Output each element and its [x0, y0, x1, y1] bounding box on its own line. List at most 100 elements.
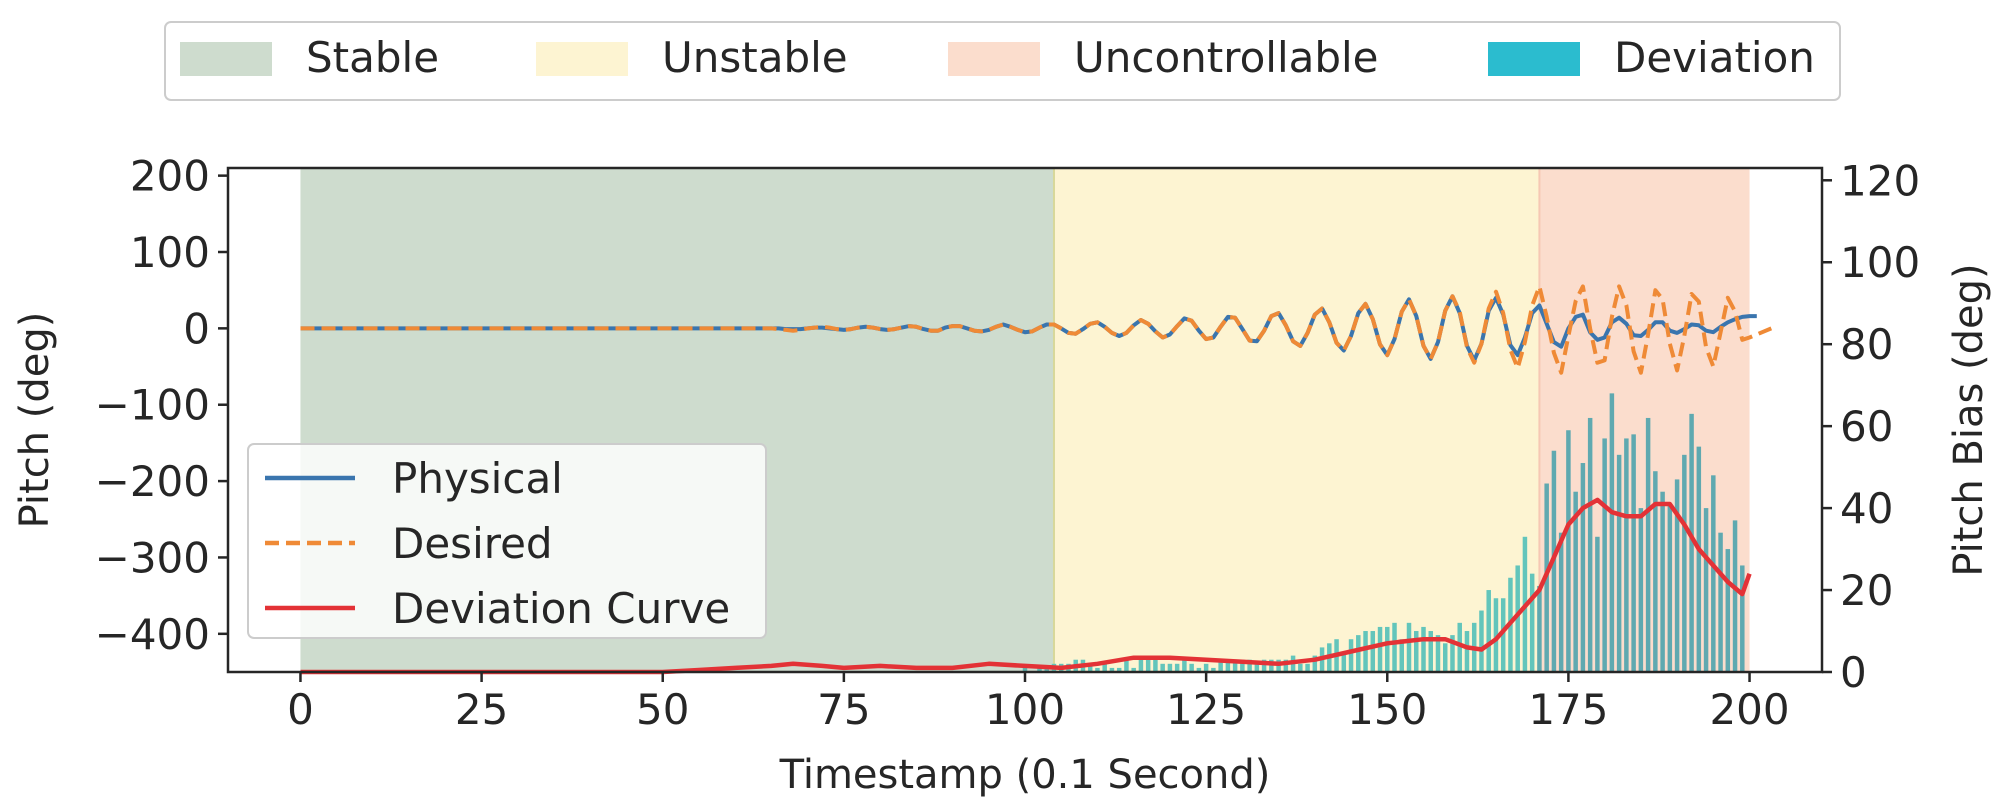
- deviation-bar: [1442, 643, 1448, 672]
- deviation-bar: [1044, 667, 1049, 672]
- series-desired-line: [300, 284, 1773, 375]
- deviation-bar: [1689, 413, 1694, 672]
- x-axis: 0 25 50 75 100 125 150 175 200: [287, 672, 1790, 734]
- deviation-bar: [1305, 663, 1310, 672]
- deviation-bar: [1703, 508, 1709, 672]
- deviation-curve-line: [300, 497, 1752, 675]
- y-axis-right: 0 20 40 60 80 100 120: [1822, 156, 1920, 697]
- deviation-bar: [1138, 655, 1144, 672]
- deviation-bar: [1116, 667, 1122, 672]
- legend-label: Desired: [392, 519, 553, 568]
- deviation-bar: [1660, 491, 1665, 672]
- legend-swatch-2: [948, 42, 1040, 76]
- y-tick-label: 100: [130, 228, 210, 277]
- deviation-bar: [1580, 463, 1586, 672]
- deviation-curve-layer: [300, 497, 1752, 675]
- deviation-bar: [1493, 598, 1499, 672]
- x-tick-label: 50: [636, 685, 689, 734]
- legend-label: Deviation Curve: [392, 584, 730, 633]
- deviation-bar: [1624, 438, 1629, 672]
- deviation-bar: [1428, 631, 1433, 672]
- deviation-bar: [1406, 622, 1412, 672]
- deviation-bar: [1225, 659, 1231, 672]
- deviation-bar: [1573, 491, 1578, 672]
- deviation-bar: [1421, 626, 1426, 672]
- x-tick-label: 200: [1709, 685, 1789, 734]
- deviation-bar: [1566, 430, 1571, 672]
- deviation-bar: [1153, 659, 1158, 672]
- deviation-bar: [1261, 659, 1267, 672]
- deviation-bar: [1486, 590, 1491, 672]
- deviation-bar: [1385, 626, 1390, 672]
- deviation-bar: [1087, 663, 1093, 672]
- deviation-bar: [1160, 663, 1165, 672]
- y2-tick-label: 0: [1840, 648, 1867, 697]
- deviation-bar: [1348, 639, 1354, 672]
- y-axis-label-left: Pitch (deg): [12, 312, 58, 529]
- deviation-bar: [1022, 667, 1028, 672]
- deviation-bar: [1196, 667, 1202, 672]
- deviation-bar: [1674, 479, 1680, 672]
- pitch-lines: [300, 284, 1773, 375]
- deviation-bar: [1124, 659, 1129, 672]
- y-tick-label: 200: [130, 152, 210, 201]
- deviation-bar: [1450, 635, 1455, 672]
- x-tick-label: 25: [455, 685, 508, 734]
- y2-tick-label: 120: [1840, 156, 1920, 205]
- deviation-bar: [1515, 565, 1520, 672]
- deviation-bar: [1247, 659, 1252, 672]
- x-tick-label: 125: [1166, 685, 1246, 734]
- deviation-bar: [1653, 471, 1658, 672]
- x-tick-label: 100: [985, 685, 1065, 734]
- deviation-bar: [1131, 667, 1136, 672]
- deviation-bar: [1645, 417, 1651, 672]
- deviation-bar: [1232, 659, 1238, 672]
- y-axis-label-right: Pitch Bias (deg): [1946, 263, 1992, 576]
- y-tick-label: 0: [183, 304, 210, 353]
- deviation-bar: [1682, 454, 1687, 672]
- deviation-bar: [1399, 639, 1405, 672]
- x-axis-label: Timestamp (0.1 Second): [779, 752, 1271, 798]
- deviation-bar: [1479, 610, 1484, 672]
- deviation-bar: [1537, 585, 1542, 672]
- legend-label: Unstable: [662, 33, 848, 82]
- y-axis-left: 200 100 0 −100 −200 −300 −400: [95, 152, 228, 659]
- deviation-bar: [1500, 598, 1506, 672]
- deviation-bar: [1602, 438, 1607, 672]
- deviation-bar: [1363, 631, 1368, 672]
- y2-tick-label: 60: [1840, 402, 1893, 451]
- legend-label: Uncontrollable: [1074, 33, 1379, 82]
- y2-tick-label: 20: [1840, 566, 1893, 615]
- deviation-bar: [1457, 622, 1462, 672]
- deviation-bar: [1102, 663, 1107, 672]
- deviation-bar: [1414, 631, 1419, 672]
- deviation-bar: [1203, 663, 1209, 672]
- deviation-bar: [1283, 659, 1289, 672]
- legend-label: Physical: [392, 454, 563, 503]
- deviation-bar: [1631, 434, 1636, 672]
- deviation-bar: [1638, 508, 1644, 672]
- deviation-bar: [1616, 454, 1622, 672]
- deviation-bar: [1377, 626, 1383, 672]
- deviation-bar: [1725, 549, 1731, 672]
- deviation-bar: [1095, 667, 1100, 672]
- legend-lines-frame: [247, 443, 767, 639]
- deviation-bar: [1189, 663, 1194, 672]
- deviation-bar: [1718, 532, 1723, 672]
- deviation-bar: [1298, 663, 1303, 672]
- deviation-bar: [1211, 667, 1216, 672]
- deviation-bar: [1529, 573, 1535, 672]
- deviation-bar: [1254, 663, 1260, 672]
- deviation-bar: [1587, 417, 1593, 672]
- deviation-bar: [1558, 532, 1564, 672]
- deviation-bar: [1174, 663, 1180, 672]
- legend-label: Stable: [306, 33, 439, 82]
- legend-swatch-1: [536, 42, 628, 76]
- region-uncontrollable: [1539, 168, 1750, 672]
- deviation-bar: [1218, 659, 1223, 672]
- deviation-bar: [1341, 651, 1347, 672]
- deviation-bar: [1182, 659, 1187, 672]
- x-tick-label: 75: [817, 685, 870, 734]
- deviation-bar: [1696, 446, 1702, 672]
